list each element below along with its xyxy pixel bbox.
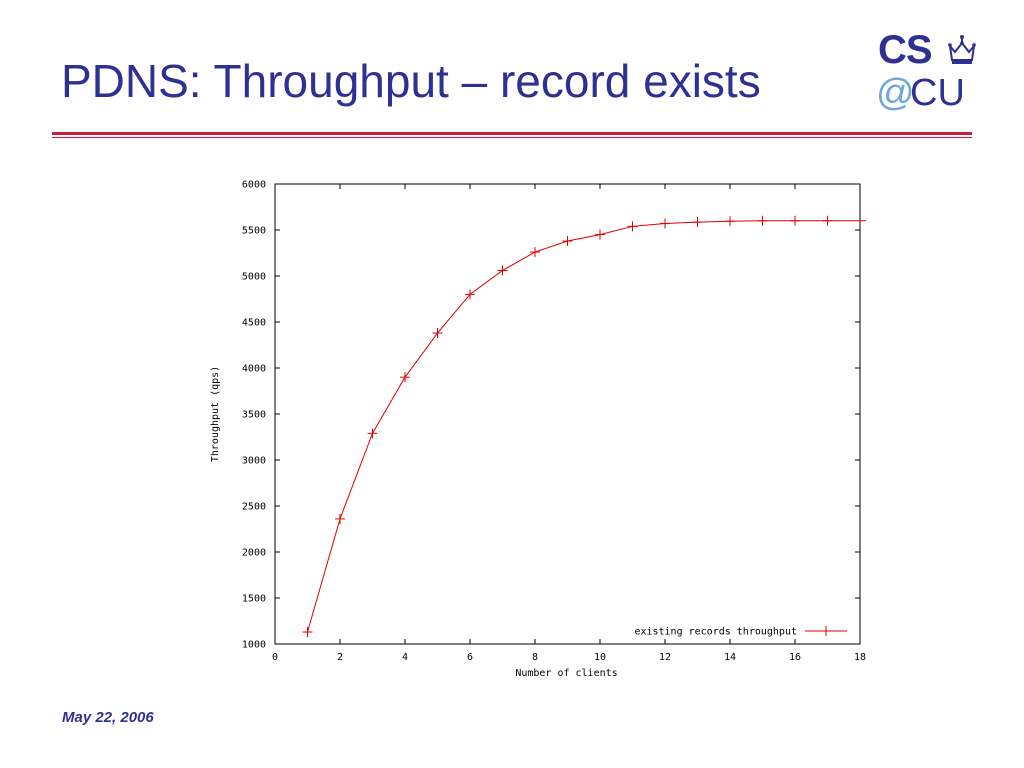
data-point (497, 265, 508, 276)
x-axis-label: Number of clients (515, 668, 617, 679)
data-point (302, 627, 313, 638)
cs-cu-logo: CS @ CU (872, 30, 978, 114)
data-point (367, 428, 378, 439)
y-axis-label: Throughput (qps) (210, 366, 221, 462)
crown-icon (948, 35, 976, 64)
slide-date: May 22, 2006 (62, 709, 154, 726)
x-tick-label: 12 (659, 652, 671, 663)
data-point (660, 218, 670, 229)
y-tick-label: 4000 (242, 364, 266, 375)
x-tick-label: 6 (467, 652, 473, 663)
data-point (692, 217, 703, 228)
title-rule-thin (52, 137, 972, 138)
data-point (822, 215, 833, 226)
logo-at-text: @ (876, 72, 915, 114)
y-tick-label: 3500 (242, 410, 266, 421)
data-point (595, 229, 605, 240)
y-tick-label: 5000 (242, 272, 266, 283)
y-tick-label: 2500 (242, 502, 266, 513)
plot-frame (274, 183, 861, 645)
y-tick-label: 2000 (242, 548, 266, 559)
x-tick-label: 0 (272, 652, 278, 663)
data-point (790, 215, 800, 226)
data-point (627, 221, 638, 232)
data-point (465, 289, 475, 300)
slide-title: PDNS: Throughput – record exists (61, 55, 761, 107)
x-tick-label: 16 (789, 652, 801, 663)
y-tick-label: 1000 (242, 640, 266, 651)
data-point (562, 236, 573, 247)
y-tick-label: 3000 (242, 456, 266, 467)
x-tick-label: 2 (337, 652, 343, 663)
x-tick-label: 8 (532, 652, 538, 663)
y-tick-label: 4500 (242, 318, 266, 329)
data-point (757, 215, 768, 226)
data-point (725, 216, 735, 227)
y-tick-label: 6000 (242, 180, 266, 191)
logo-cs-text: CS (878, 28, 933, 72)
x-tick-label: 18 (854, 652, 866, 663)
x-tick-label: 10 (594, 652, 606, 663)
data-point (400, 372, 410, 383)
logo-cu-text: CU (910, 72, 965, 114)
x-tick-label: 4 (402, 652, 408, 663)
y-tick-label: 5500 (242, 226, 266, 237)
data-point (432, 328, 443, 339)
data-point (530, 247, 540, 258)
legend-label: existing records throughput (634, 627, 797, 638)
series-0 (302, 215, 866, 638)
series-line (307, 220, 866, 633)
y-tick-label: 1500 (242, 594, 266, 605)
x-tick-label: 14 (724, 652, 736, 663)
title-rule (52, 132, 972, 135)
data-point (335, 513, 345, 524)
